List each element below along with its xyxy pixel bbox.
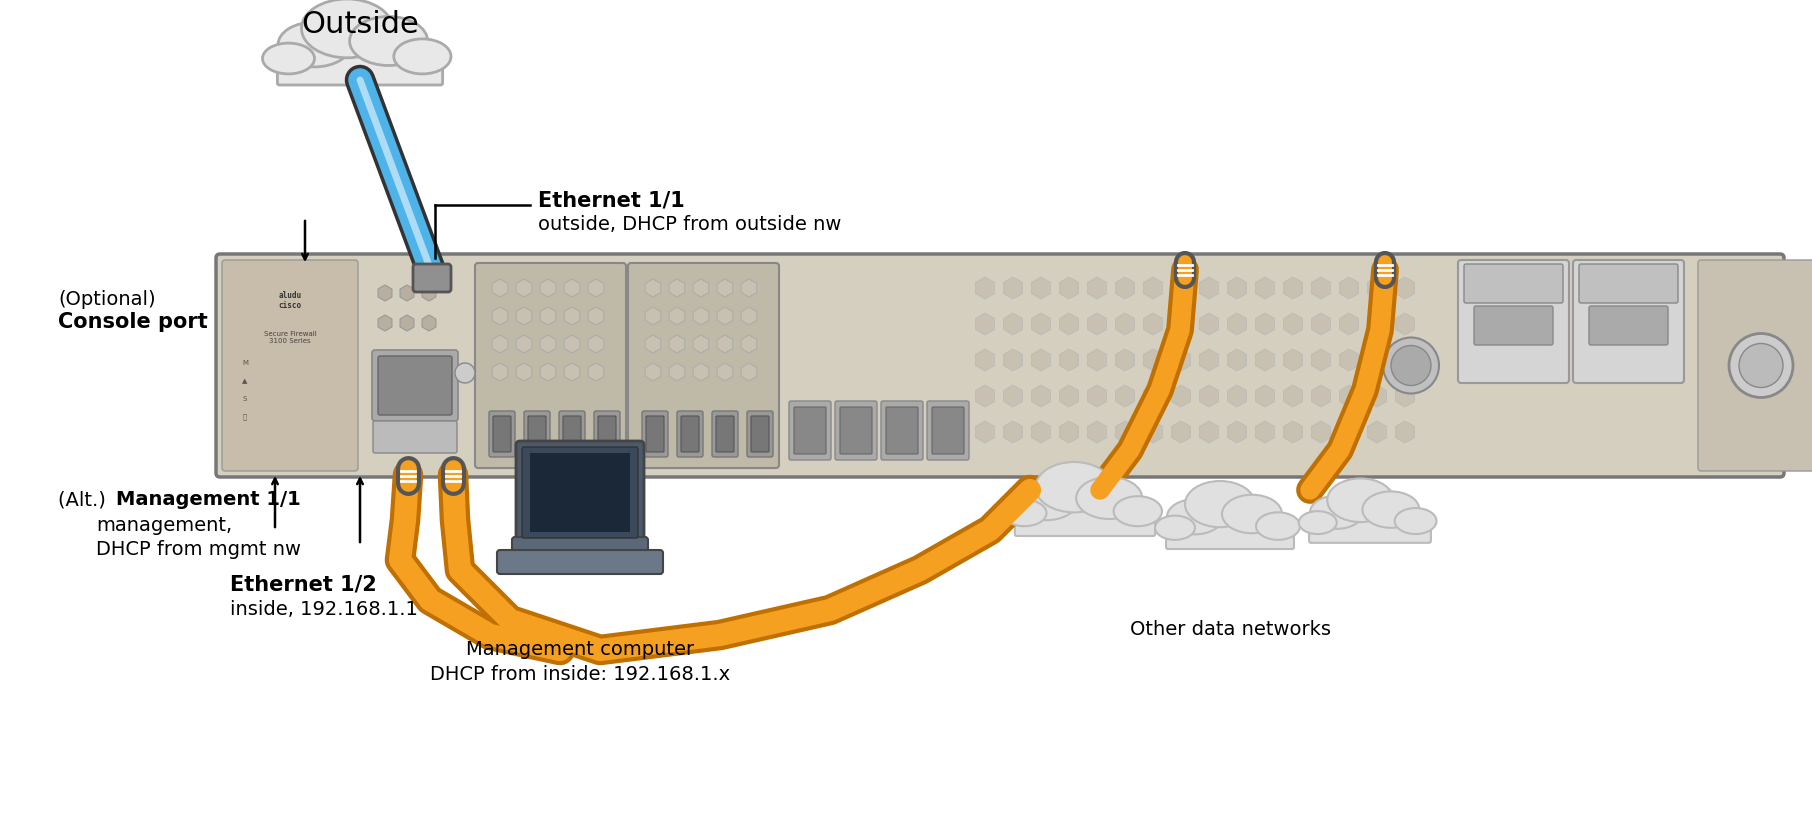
FancyBboxPatch shape [931,407,964,454]
FancyBboxPatch shape [529,453,631,532]
FancyBboxPatch shape [641,411,669,457]
Circle shape [1392,345,1431,386]
FancyBboxPatch shape [1578,264,1678,303]
Circle shape [455,363,475,383]
Text: DHCP from inside: 192.168.1.x: DHCP from inside: 192.168.1.x [429,665,730,684]
Ellipse shape [1256,512,1299,540]
FancyBboxPatch shape [794,407,826,454]
Text: Ethernet 1/1: Ethernet 1/1 [538,190,685,210]
FancyBboxPatch shape [413,264,451,292]
FancyBboxPatch shape [493,416,511,452]
Text: S: S [243,396,246,402]
FancyBboxPatch shape [475,263,625,468]
FancyBboxPatch shape [522,447,638,538]
FancyBboxPatch shape [750,416,768,452]
FancyBboxPatch shape [681,416,699,452]
Ellipse shape [1326,478,1393,522]
FancyBboxPatch shape [928,401,969,460]
Text: (Optional): (Optional) [58,290,156,309]
FancyBboxPatch shape [716,416,734,452]
FancyBboxPatch shape [277,50,442,85]
FancyBboxPatch shape [1459,260,1569,383]
Ellipse shape [1395,508,1437,534]
FancyBboxPatch shape [371,350,458,421]
FancyBboxPatch shape [277,50,442,85]
Text: M: M [243,360,248,366]
FancyBboxPatch shape [223,260,359,471]
Text: Other data networks: Other data networks [1129,620,1330,639]
FancyBboxPatch shape [1165,520,1294,549]
Circle shape [1383,338,1439,393]
Text: Management computer: Management computer [466,640,694,659]
FancyBboxPatch shape [1464,264,1564,303]
Text: Outside: Outside [301,10,419,39]
Text: aludu
cisco: aludu cisco [279,291,301,311]
Ellipse shape [1310,496,1363,529]
FancyBboxPatch shape [1698,260,1812,471]
Ellipse shape [263,43,315,74]
FancyBboxPatch shape [712,411,737,457]
FancyBboxPatch shape [1573,260,1683,383]
Ellipse shape [1076,477,1142,519]
Ellipse shape [1221,495,1283,534]
Ellipse shape [1002,500,1047,526]
Ellipse shape [350,17,428,65]
FancyBboxPatch shape [489,411,515,457]
FancyBboxPatch shape [886,407,919,454]
Circle shape [1729,334,1794,397]
FancyBboxPatch shape [598,416,616,452]
FancyBboxPatch shape [216,254,1785,477]
Ellipse shape [1035,462,1113,512]
FancyBboxPatch shape [1015,505,1156,536]
FancyBboxPatch shape [524,411,551,457]
Text: outside, DHCP from outside nw: outside, DHCP from outside nw [538,215,841,234]
Ellipse shape [1185,481,1256,527]
FancyBboxPatch shape [1473,306,1553,345]
Text: DHCP from mgmt nw: DHCP from mgmt nw [96,540,301,559]
Ellipse shape [393,39,451,74]
Circle shape [1740,344,1783,387]
Ellipse shape [277,22,352,67]
FancyBboxPatch shape [496,550,663,574]
Ellipse shape [301,0,393,58]
Ellipse shape [1299,511,1337,534]
FancyBboxPatch shape [1015,505,1156,536]
FancyBboxPatch shape [1589,306,1669,345]
FancyBboxPatch shape [629,263,779,468]
FancyBboxPatch shape [678,411,703,457]
Text: (Alt.): (Alt.) [58,490,112,509]
Text: ▲: ▲ [243,378,248,384]
FancyBboxPatch shape [558,411,585,457]
FancyBboxPatch shape [513,537,649,561]
Ellipse shape [1114,496,1161,526]
FancyBboxPatch shape [747,411,774,457]
FancyBboxPatch shape [527,416,545,452]
FancyBboxPatch shape [594,411,620,457]
Text: inside, 192.168.1.1: inside, 192.168.1.1 [230,600,419,619]
FancyBboxPatch shape [647,416,663,452]
FancyBboxPatch shape [379,356,451,415]
Text: management,: management, [96,516,232,535]
FancyBboxPatch shape [788,401,832,460]
FancyBboxPatch shape [1308,515,1431,543]
Text: ⏻: ⏻ [243,414,246,420]
FancyBboxPatch shape [881,401,922,460]
FancyBboxPatch shape [835,401,877,460]
FancyBboxPatch shape [516,441,643,544]
Ellipse shape [1167,499,1223,534]
Text: Secure Firewall
3100 Series: Secure Firewall 3100 Series [263,331,317,344]
FancyBboxPatch shape [1308,515,1431,543]
FancyBboxPatch shape [564,416,582,452]
Text: Console port: Console port [58,312,208,332]
Text: Management 1/1: Management 1/1 [116,490,301,509]
FancyBboxPatch shape [1165,520,1294,549]
Ellipse shape [1154,515,1194,540]
Text: Ethernet 1/2: Ethernet 1/2 [230,575,377,595]
Ellipse shape [1363,491,1419,528]
FancyBboxPatch shape [841,407,872,454]
FancyBboxPatch shape [373,421,457,453]
Ellipse shape [1017,482,1078,520]
